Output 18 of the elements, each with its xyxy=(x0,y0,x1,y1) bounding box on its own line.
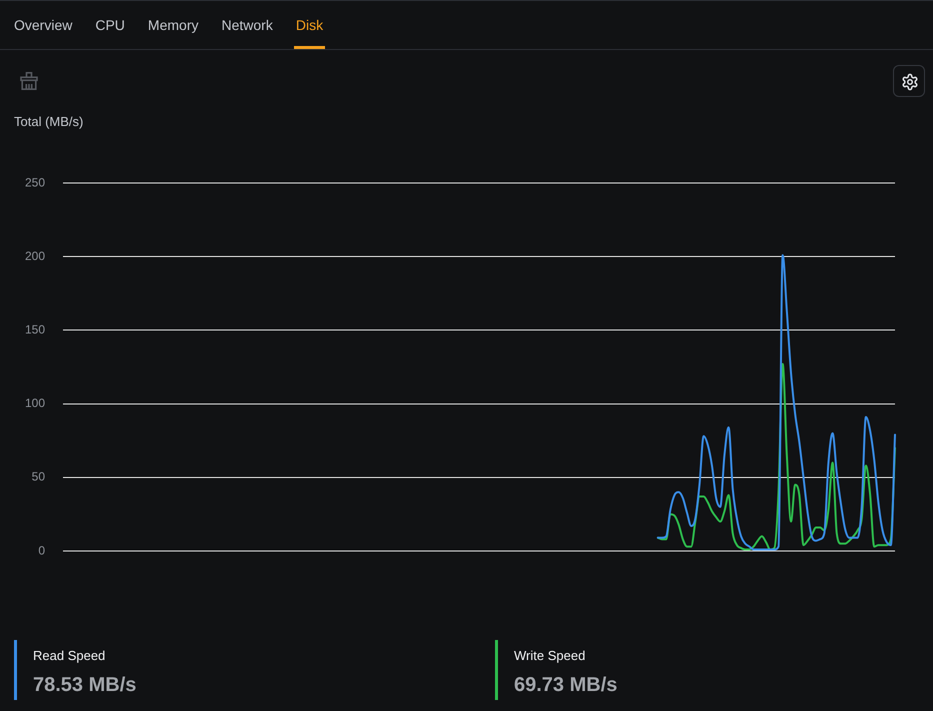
legend-label: Read Speed xyxy=(33,648,106,663)
y-tick-label: 200 xyxy=(24,248,46,263)
y-tick-label: 0 xyxy=(38,543,46,558)
line-series xyxy=(656,254,896,551)
text: Overview xyxy=(14,17,72,33)
text: 78.53 MB/s xyxy=(33,674,136,697)
y-tick-label: 150 xyxy=(24,322,46,337)
y-tick-label: 250 xyxy=(24,175,46,190)
y-tick-label: 100 xyxy=(24,396,46,410)
text: Memory xyxy=(148,17,198,33)
chart-title: Disk xyxy=(296,17,324,33)
legend-label: Write Speed xyxy=(514,648,586,663)
text: CPU xyxy=(95,17,125,33)
text: Network xyxy=(221,17,273,33)
text: 69.73 MB/s xyxy=(514,674,618,697)
y-axis-title: Total (MB/s) xyxy=(14,114,84,129)
line-series xyxy=(656,363,896,551)
y-tick-label: 50 xyxy=(32,470,46,484)
